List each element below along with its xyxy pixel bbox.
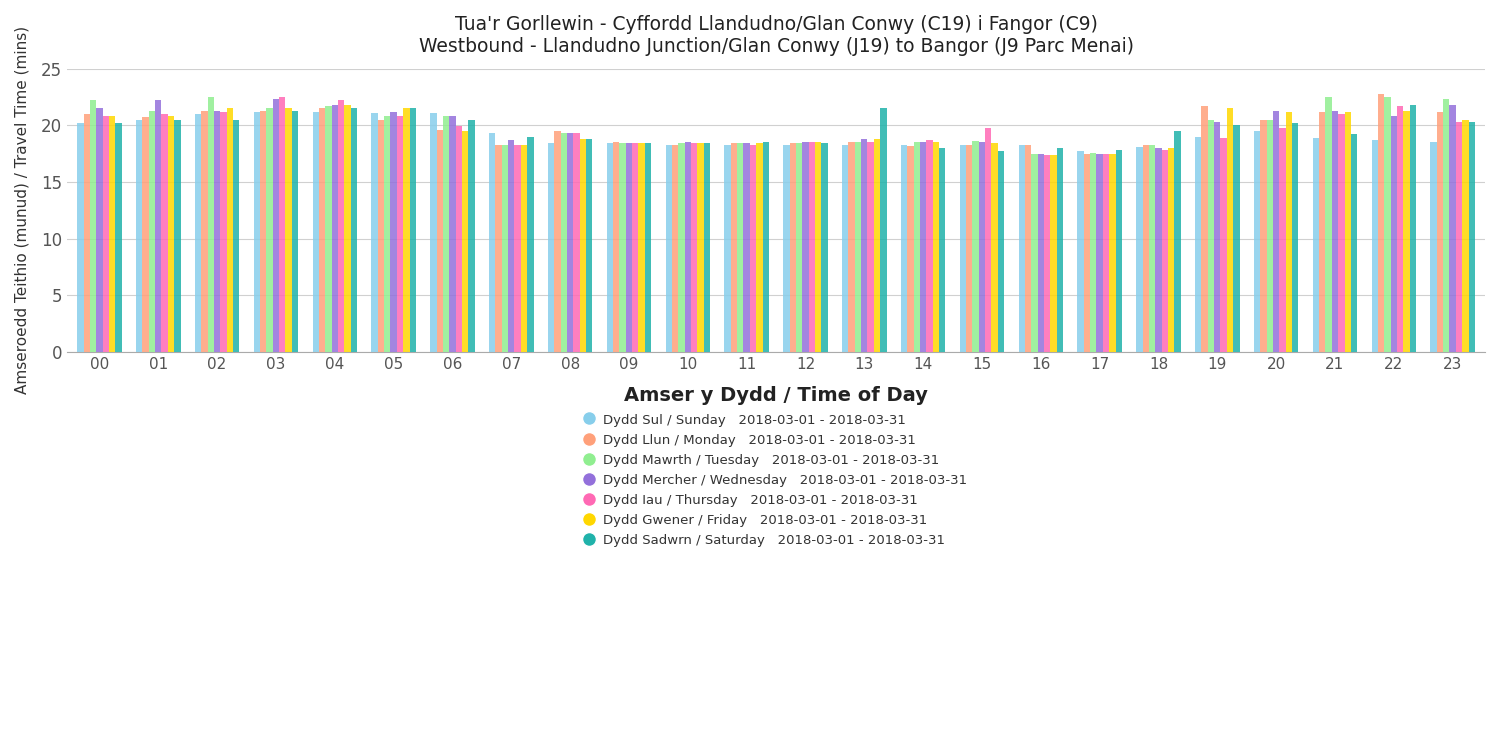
- Bar: [1044, 155, 1050, 352]
- Bar: [436, 130, 442, 352]
- Bar: [1312, 137, 1318, 352]
- Bar: [116, 123, 122, 352]
- Bar: [927, 140, 933, 352]
- Bar: [920, 142, 927, 352]
- Bar: [1096, 154, 1102, 352]
- Bar: [698, 143, 703, 352]
- Bar: [1155, 148, 1161, 352]
- Bar: [1084, 154, 1090, 352]
- Bar: [273, 99, 279, 352]
- Bar: [1056, 148, 1064, 352]
- Bar: [1161, 150, 1168, 352]
- Bar: [154, 100, 162, 352]
- Bar: [509, 140, 515, 352]
- Bar: [1468, 122, 1474, 352]
- Bar: [620, 143, 626, 352]
- Bar: [908, 146, 914, 352]
- Bar: [1456, 122, 1462, 352]
- Bar: [626, 143, 632, 352]
- Bar: [639, 143, 645, 352]
- Bar: [326, 106, 332, 352]
- Bar: [456, 126, 462, 352]
- Bar: [914, 142, 920, 352]
- Bar: [744, 143, 750, 352]
- Bar: [279, 97, 285, 352]
- Bar: [1410, 105, 1416, 352]
- Bar: [442, 116, 450, 352]
- Bar: [1077, 152, 1084, 352]
- X-axis label: Amser y Dydd / Time of Day: Amser y Dydd / Time of Day: [624, 386, 928, 405]
- Bar: [998, 152, 1004, 352]
- Bar: [966, 144, 972, 352]
- Bar: [84, 114, 90, 352]
- Bar: [554, 131, 561, 352]
- Bar: [1196, 137, 1202, 352]
- Bar: [796, 143, 802, 352]
- Bar: [292, 110, 298, 352]
- Bar: [1202, 106, 1208, 352]
- Bar: [815, 142, 822, 352]
- Bar: [972, 141, 980, 352]
- Bar: [1332, 110, 1338, 352]
- Bar: [76, 123, 84, 352]
- Bar: [762, 142, 770, 352]
- Bar: [503, 144, 509, 352]
- Bar: [404, 108, 410, 352]
- Bar: [514, 144, 520, 352]
- Y-axis label: Amseroedd Teithio (munud) / Travel Time (mins): Amseroedd Teithio (munud) / Travel Time …: [15, 26, 30, 394]
- Bar: [980, 142, 986, 352]
- Bar: [1266, 119, 1274, 352]
- Bar: [96, 108, 102, 352]
- Bar: [312, 112, 320, 352]
- Bar: [1168, 148, 1174, 352]
- Bar: [1260, 119, 1266, 352]
- Bar: [1344, 112, 1352, 352]
- Bar: [939, 148, 945, 352]
- Bar: [1449, 105, 1456, 352]
- Bar: [1462, 119, 1468, 352]
- Bar: [672, 144, 678, 352]
- Bar: [692, 143, 698, 352]
- Title: Tua'r Gorllewin - Cyffordd Llandudno/Glan Conwy (C19) i Fangor (C9)
Westbound - : Tua'r Gorllewin - Cyffordd Llandudno/Gla…: [419, 15, 1134, 56]
- Bar: [1378, 94, 1384, 352]
- Bar: [384, 116, 390, 352]
- Bar: [1108, 154, 1116, 352]
- Bar: [1208, 119, 1214, 352]
- Bar: [148, 110, 154, 352]
- Bar: [398, 116, 404, 352]
- Bar: [632, 143, 639, 352]
- Bar: [195, 114, 201, 352]
- Bar: [1318, 112, 1326, 352]
- Bar: [267, 108, 273, 352]
- Bar: [1019, 144, 1025, 352]
- Bar: [678, 143, 684, 352]
- Bar: [1174, 131, 1180, 352]
- Bar: [960, 144, 966, 352]
- Bar: [724, 144, 730, 352]
- Bar: [730, 143, 736, 352]
- Bar: [214, 110, 220, 352]
- Bar: [579, 139, 586, 352]
- Bar: [645, 143, 651, 352]
- Bar: [1396, 106, 1404, 352]
- Bar: [861, 139, 867, 352]
- Bar: [320, 108, 326, 352]
- Bar: [822, 143, 828, 352]
- Bar: [1233, 125, 1239, 352]
- Bar: [90, 100, 96, 352]
- Bar: [220, 112, 226, 352]
- Bar: [750, 144, 756, 352]
- Bar: [1280, 128, 1286, 352]
- Bar: [614, 142, 620, 352]
- Bar: [1390, 116, 1396, 352]
- Bar: [332, 105, 338, 352]
- Bar: [345, 105, 351, 352]
- Bar: [174, 119, 180, 352]
- Bar: [351, 108, 357, 352]
- Bar: [254, 112, 260, 352]
- Bar: [789, 143, 796, 352]
- Bar: [207, 97, 214, 352]
- Bar: [986, 128, 992, 352]
- Bar: [110, 116, 116, 352]
- Bar: [1221, 137, 1227, 352]
